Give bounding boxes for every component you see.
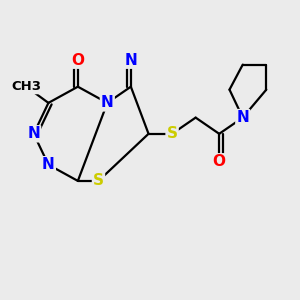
Text: N: N	[42, 157, 55, 172]
Text: CH3: CH3	[11, 80, 41, 93]
Text: O: O	[213, 154, 226, 169]
Text: S: S	[167, 126, 178, 141]
Text: S: S	[93, 173, 104, 188]
Text: N: N	[27, 126, 40, 141]
Text: N: N	[236, 110, 249, 125]
Text: O: O	[71, 53, 84, 68]
Text: N: N	[124, 53, 137, 68]
Text: N: N	[101, 95, 114, 110]
